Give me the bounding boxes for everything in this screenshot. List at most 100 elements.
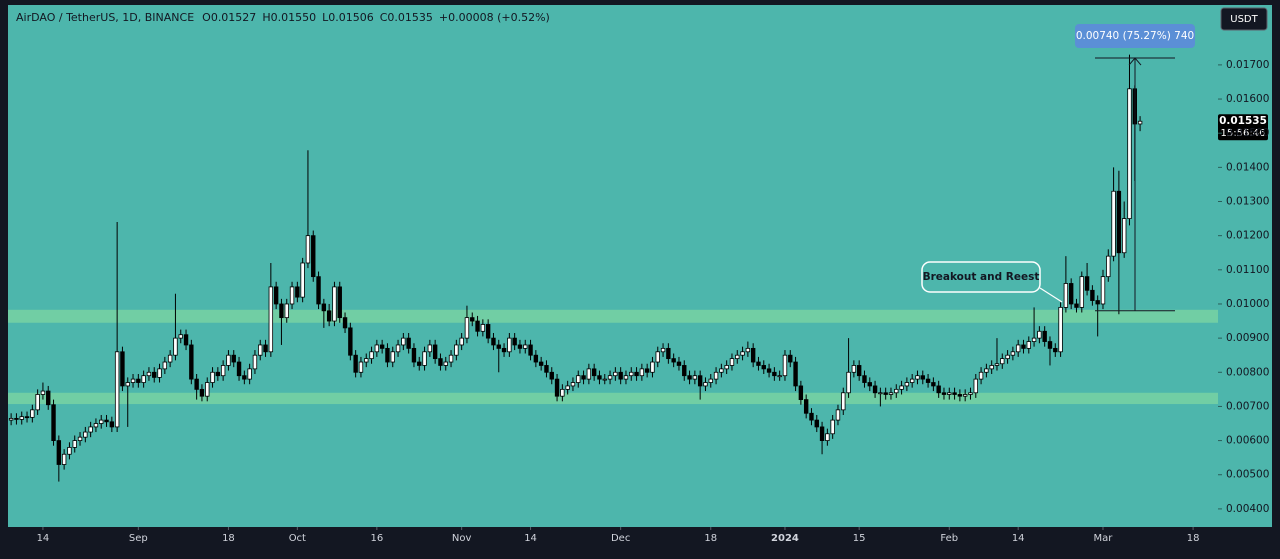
candle-body xyxy=(136,378,141,383)
candle-body xyxy=(920,375,925,380)
candle-body xyxy=(819,426,825,441)
candle-body xyxy=(613,371,618,377)
candle-body xyxy=(962,394,968,397)
y-tick-label: 0.01200 xyxy=(1226,230,1269,242)
candle-body xyxy=(538,361,544,366)
x-tick-label: 16 xyxy=(370,533,383,544)
candle-body xyxy=(321,303,327,312)
candle-body xyxy=(178,334,183,339)
candle-body xyxy=(422,351,427,366)
y-tick-label: 0.01000 xyxy=(1226,298,1269,310)
candle-body xyxy=(51,404,56,441)
candle-body xyxy=(512,337,517,346)
candle-body xyxy=(793,361,798,387)
candle-body xyxy=(666,347,671,360)
candle-body xyxy=(61,453,67,465)
ohlc-high: H0.01550 xyxy=(262,11,316,24)
candle-body xyxy=(989,365,994,370)
candle-body xyxy=(24,416,30,419)
y-tick-label: 0.01100 xyxy=(1226,264,1269,276)
x-tick-label: 14 xyxy=(524,533,537,544)
candle-body xyxy=(602,378,607,381)
candle-body xyxy=(1042,330,1047,342)
candle-body xyxy=(284,303,289,319)
candle-body xyxy=(978,371,984,380)
candle-body xyxy=(210,371,215,383)
currency-button[interactable] xyxy=(1220,7,1268,31)
measure-arrow xyxy=(1128,57,1142,66)
candle-body xyxy=(735,354,740,360)
candle-body xyxy=(496,344,501,349)
x-tick-label: Feb xyxy=(940,533,958,544)
candle-body xyxy=(454,344,459,356)
candle-body xyxy=(862,375,867,383)
candle-body xyxy=(46,390,51,406)
candle-body xyxy=(162,361,168,370)
y-tick-label: 0.00800 xyxy=(1226,366,1269,378)
x-tick-label: Dec xyxy=(611,533,630,544)
candle-body xyxy=(205,382,210,397)
last-price-label: 0.01535 xyxy=(1219,115,1267,127)
support-zone xyxy=(8,392,1218,405)
candle-body xyxy=(835,409,841,421)
legend: AirDAO / TetherUS, 1D, BINANCE O0.01527 H0… xyxy=(16,11,550,24)
candle-body xyxy=(607,375,613,380)
candle-body xyxy=(337,286,342,319)
x-tick-label: Oct xyxy=(289,533,306,544)
candle-body xyxy=(374,344,380,353)
candle-body xyxy=(724,365,729,370)
candle-body xyxy=(894,388,899,394)
candle-body xyxy=(750,347,756,363)
candle-body xyxy=(581,375,586,380)
candle-body xyxy=(782,354,788,377)
candle-body xyxy=(1021,344,1026,349)
candle-body xyxy=(125,382,130,387)
candle-body xyxy=(268,286,274,353)
candle-body xyxy=(385,347,390,363)
candle-body xyxy=(167,354,173,363)
candle-body xyxy=(141,375,146,383)
candle-body xyxy=(247,368,252,380)
ohlc-open: O0.01527 xyxy=(202,11,256,24)
currency-label[interactable]: USDT xyxy=(1230,14,1258,25)
candle-body xyxy=(194,378,199,390)
candle-body xyxy=(173,337,178,356)
candle-body xyxy=(326,310,332,322)
candle-body xyxy=(878,392,883,395)
support-zone xyxy=(8,309,1218,323)
candle-body xyxy=(1137,120,1143,125)
candle-body xyxy=(925,378,931,383)
candle-body xyxy=(395,344,401,353)
candle-body xyxy=(273,286,279,305)
candle-body xyxy=(697,375,703,387)
candle-body xyxy=(1010,351,1016,356)
callout-pointer xyxy=(1039,287,1063,303)
candle-body xyxy=(1047,341,1053,349)
candle-body xyxy=(1121,218,1127,254)
candle-body xyxy=(72,440,77,448)
candle-body xyxy=(1053,347,1058,353)
ohlc-low: L0.01506 xyxy=(322,11,374,24)
candle-body xyxy=(459,337,464,346)
candle-body xyxy=(364,358,369,363)
candle-body xyxy=(533,354,539,363)
candle-body xyxy=(406,337,411,349)
ohlc-change: +0.00008 (+0.52%) xyxy=(439,11,550,24)
candle-body xyxy=(485,324,491,339)
candle-body xyxy=(756,361,761,366)
candle-body xyxy=(570,382,576,387)
plot-background xyxy=(8,5,1272,527)
candle-body xyxy=(1084,276,1090,291)
candle-body xyxy=(761,365,766,370)
candle-body xyxy=(809,412,814,421)
candle-body xyxy=(931,382,936,387)
candle-body xyxy=(379,344,385,349)
candle-body xyxy=(231,354,236,363)
candle-body xyxy=(480,324,486,332)
candle-body xyxy=(432,344,438,360)
candle-body xyxy=(777,375,782,378)
symbol: AirDAO / TetherUS, 1D, BINANCE xyxy=(16,11,194,24)
y-tick-label: 0.01400 xyxy=(1226,161,1269,173)
candle-body xyxy=(856,365,862,377)
